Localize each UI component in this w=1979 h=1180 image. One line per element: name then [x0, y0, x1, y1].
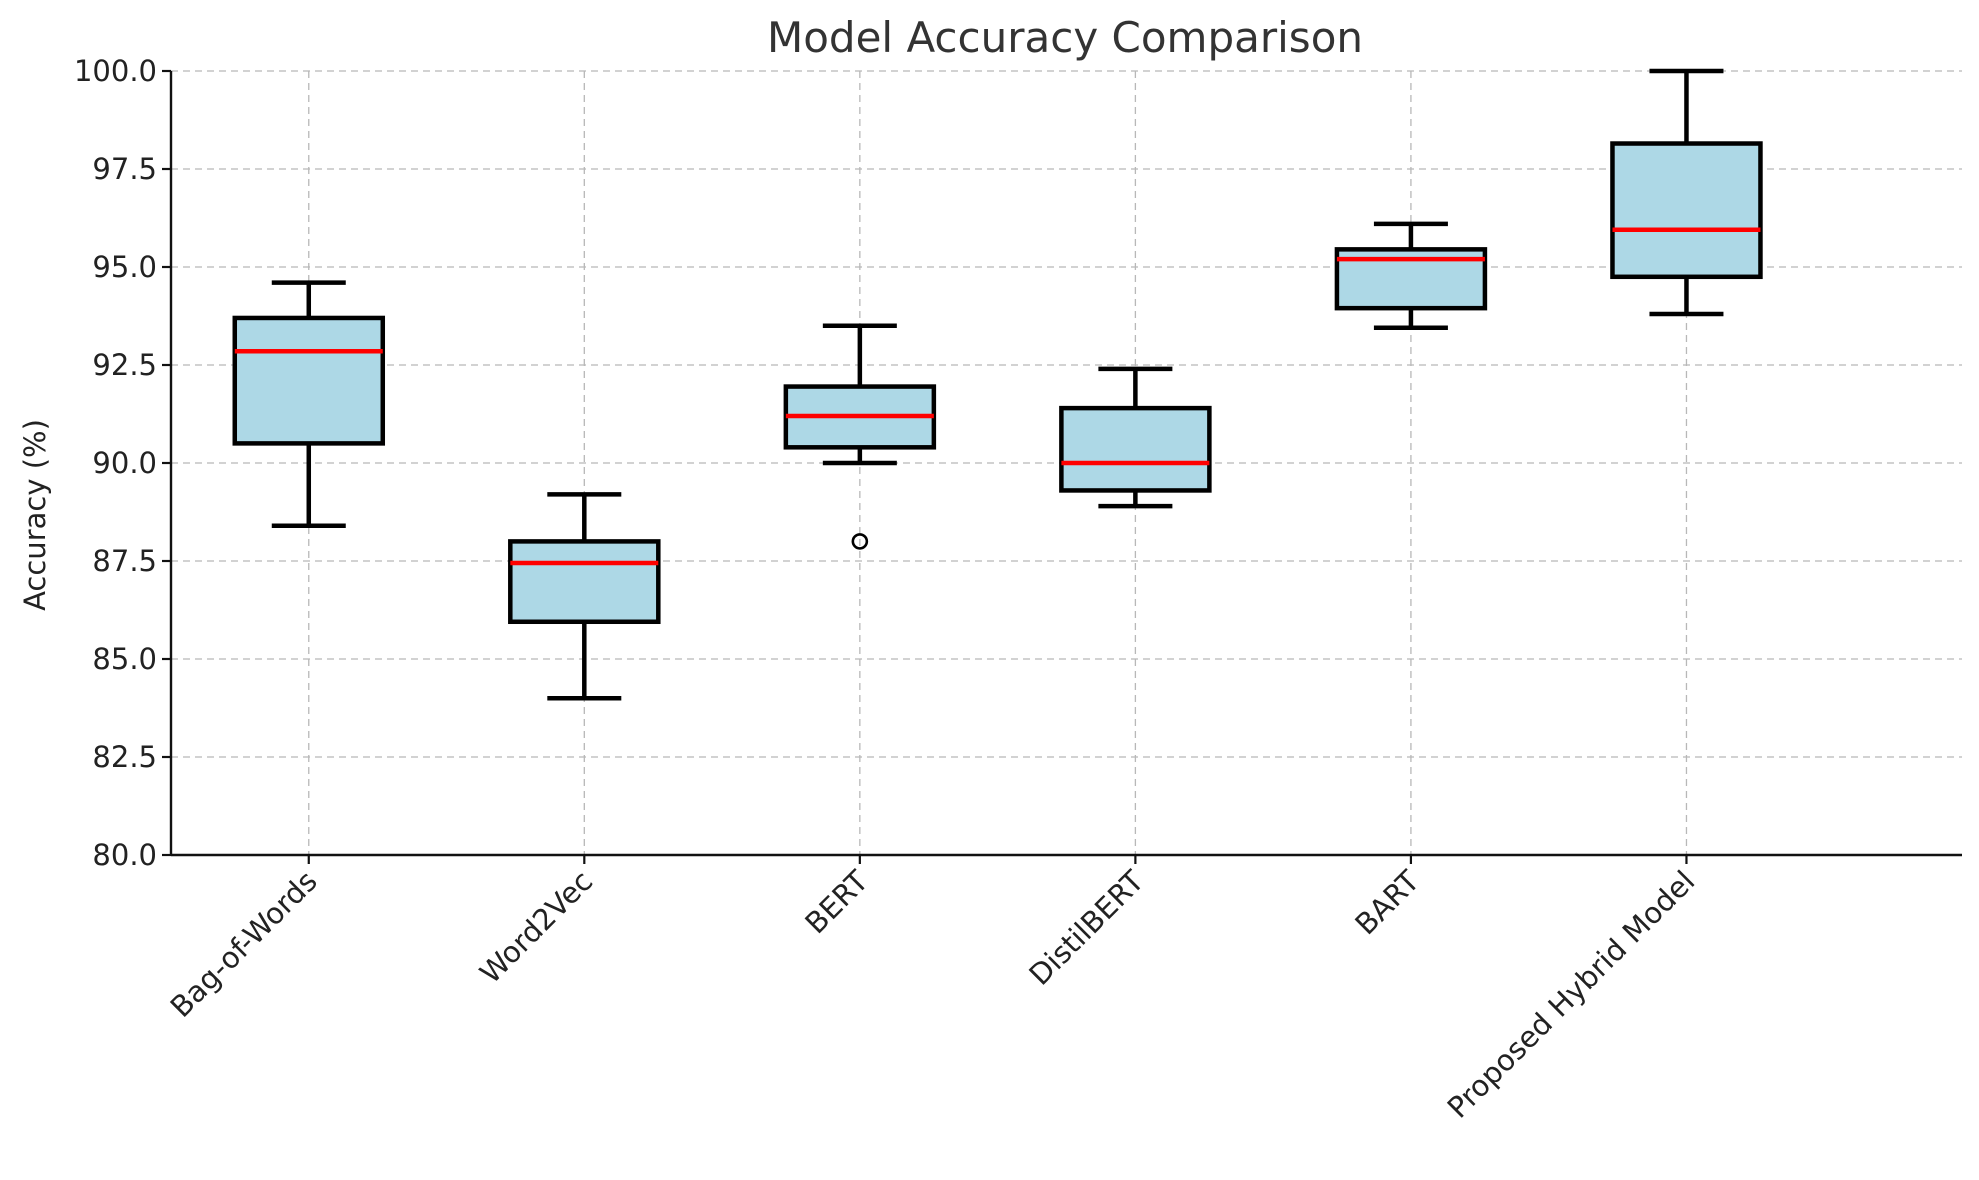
- y-tick-label: 90.0: [92, 446, 157, 480]
- box-group: [1059, 366, 1212, 509]
- iqr-box: [508, 539, 661, 625]
- x-tick-label: Bag-of-Words: [164, 864, 324, 1024]
- box-group: [508, 492, 661, 701]
- y-tick-label: 87.5: [92, 544, 157, 578]
- outlier-point: [851, 533, 869, 550]
- y-tick-label: 92.5: [92, 348, 157, 382]
- y-tick-label: 95.0: [92, 250, 157, 284]
- y-tick-label: 97.5: [92, 152, 157, 186]
- iqr-box: [232, 315, 386, 446]
- box-group: [783, 323, 937, 550]
- x-tick-layer: Bag-of-Words Word2Vec BERT DistilBERT BART Pr…: [164, 855, 1702, 1125]
- iqr-box: [1059, 405, 1212, 493]
- x-tick-label: Proposed Hybrid Model: [1441, 864, 1702, 1125]
- iqr-box: [1610, 141, 1763, 280]
- y-tick-label: 85.0: [92, 642, 157, 676]
- box-group: [1334, 221, 1488, 331]
- y-tick-label: 100.0: [74, 54, 157, 88]
- y-tick-label: 82.5: [92, 740, 157, 774]
- y-axis-label: Accuracy (%): [18, 419, 52, 611]
- y-tick-label: 80.0: [92, 838, 157, 872]
- y-tick-layer: 80.0 82.5 85.0 87.5 90.0 92.5 95.0 97.5 100.0: [74, 54, 171, 872]
- box-group: [1610, 68, 1763, 317]
- x-tick-label: BART: [1348, 864, 1426, 942]
- x-tick-label: DistilBERT: [1022, 864, 1150, 992]
- x-tick-label: Word2Vec: [473, 864, 599, 990]
- chart-title: Model Accuracy Comparison: [767, 13, 1363, 62]
- box-layer: [232, 68, 1763, 701]
- box-group: [232, 280, 386, 528]
- x-tick-label: BERT: [798, 864, 875, 941]
